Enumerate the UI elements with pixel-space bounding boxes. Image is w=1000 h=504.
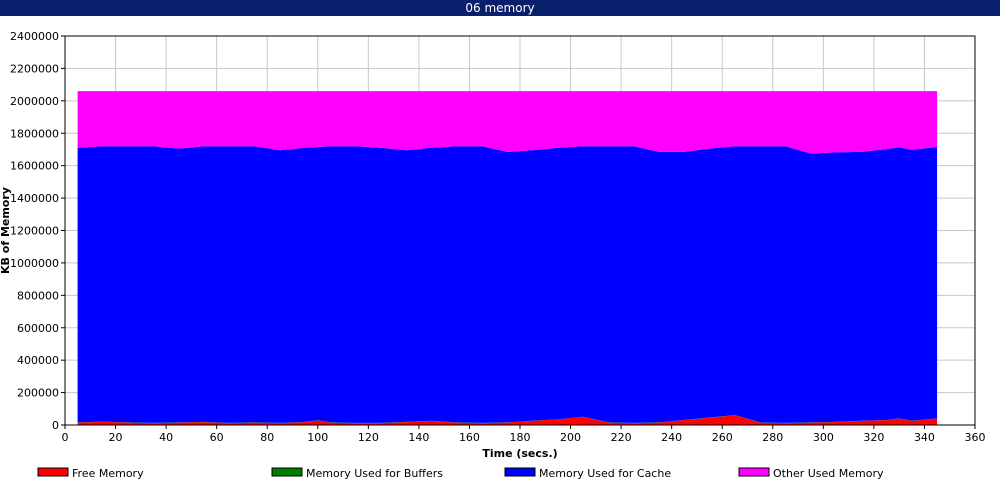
x-tick-label: 280	[762, 431, 783, 444]
legend-label: Free Memory	[72, 467, 144, 480]
x-tick-label: 340	[914, 431, 935, 444]
y-tick-label: 1600000	[10, 160, 59, 173]
x-tick-label: 240	[661, 431, 682, 444]
y-tick-label: 1000000	[10, 257, 59, 270]
legend-label: Other Used Memory	[773, 467, 884, 480]
x-tick-label: 20	[109, 431, 123, 444]
legend-swatch	[271, 467, 303, 477]
x-tick-label: 0	[62, 431, 69, 444]
y-axis-ticks: 0 200000 400000 600000 800000 1000000 1200000 1…	[10, 30, 65, 432]
window-title-bar: 06 memory	[0, 0, 1000, 16]
x-tick-label: 180	[510, 431, 531, 444]
legend-label: Memory Used for Cache	[539, 467, 671, 480]
memory-area-chart: 0 20 40 60 80 100 120 140 160 180 200 220 240 260 280 3…	[0, 30, 986, 480]
x-tick-label: 300	[813, 431, 834, 444]
stacked-areas	[77, 91, 938, 425]
y-tick-label: 2400000	[10, 30, 59, 43]
y-tick-label: 0	[52, 419, 59, 432]
x-tick-label: 60	[210, 431, 224, 444]
x-tick-label: 360	[965, 431, 986, 444]
legend: Free Memory Memory Used for Buffers Memory…	[37, 467, 884, 480]
x-tick-label: 140	[408, 431, 429, 444]
x-tick-label: 260	[712, 431, 733, 444]
y-tick-label: 800000	[17, 289, 59, 302]
x-tick-label: 200	[560, 431, 581, 444]
window-title: 06 memory	[465, 1, 535, 15]
area-series-2	[77, 146, 938, 423]
area-series-0	[77, 415, 938, 425]
x-tick-label: 320	[863, 431, 884, 444]
x-tick-label: 80	[260, 431, 274, 444]
y-tick-label: 600000	[17, 322, 59, 335]
x-axis-label: Time (secs.)	[482, 447, 557, 460]
y-tick-label: 1800000	[10, 127, 59, 140]
y-tick-label: 1200000	[10, 225, 59, 238]
y-tick-label: 400000	[17, 354, 59, 367]
x-tick-label: 120	[358, 431, 379, 444]
y-tick-label: 200000	[17, 387, 59, 400]
legend-swatch	[738, 467, 770, 477]
x-tick-label: 220	[611, 431, 632, 444]
y-tick-label: 2200000	[10, 62, 59, 75]
legend-label: Memory Used for Buffers	[306, 467, 443, 480]
x-tick-label: 160	[459, 431, 480, 444]
x-tick-label: 100	[307, 431, 328, 444]
y-axis-label: KB of Memory	[0, 187, 12, 274]
legend-swatch	[37, 467, 69, 477]
x-tick-label: 40	[159, 431, 173, 444]
x-axis-ticks: 0 20 40 60 80 100 120 140 160 180 200 220 240 260 280 3…	[62, 425, 986, 444]
area-series-3	[77, 91, 938, 154]
y-tick-label: 1400000	[10, 192, 59, 205]
legend-swatch	[504, 467, 536, 477]
y-tick-label: 2000000	[10, 95, 59, 108]
